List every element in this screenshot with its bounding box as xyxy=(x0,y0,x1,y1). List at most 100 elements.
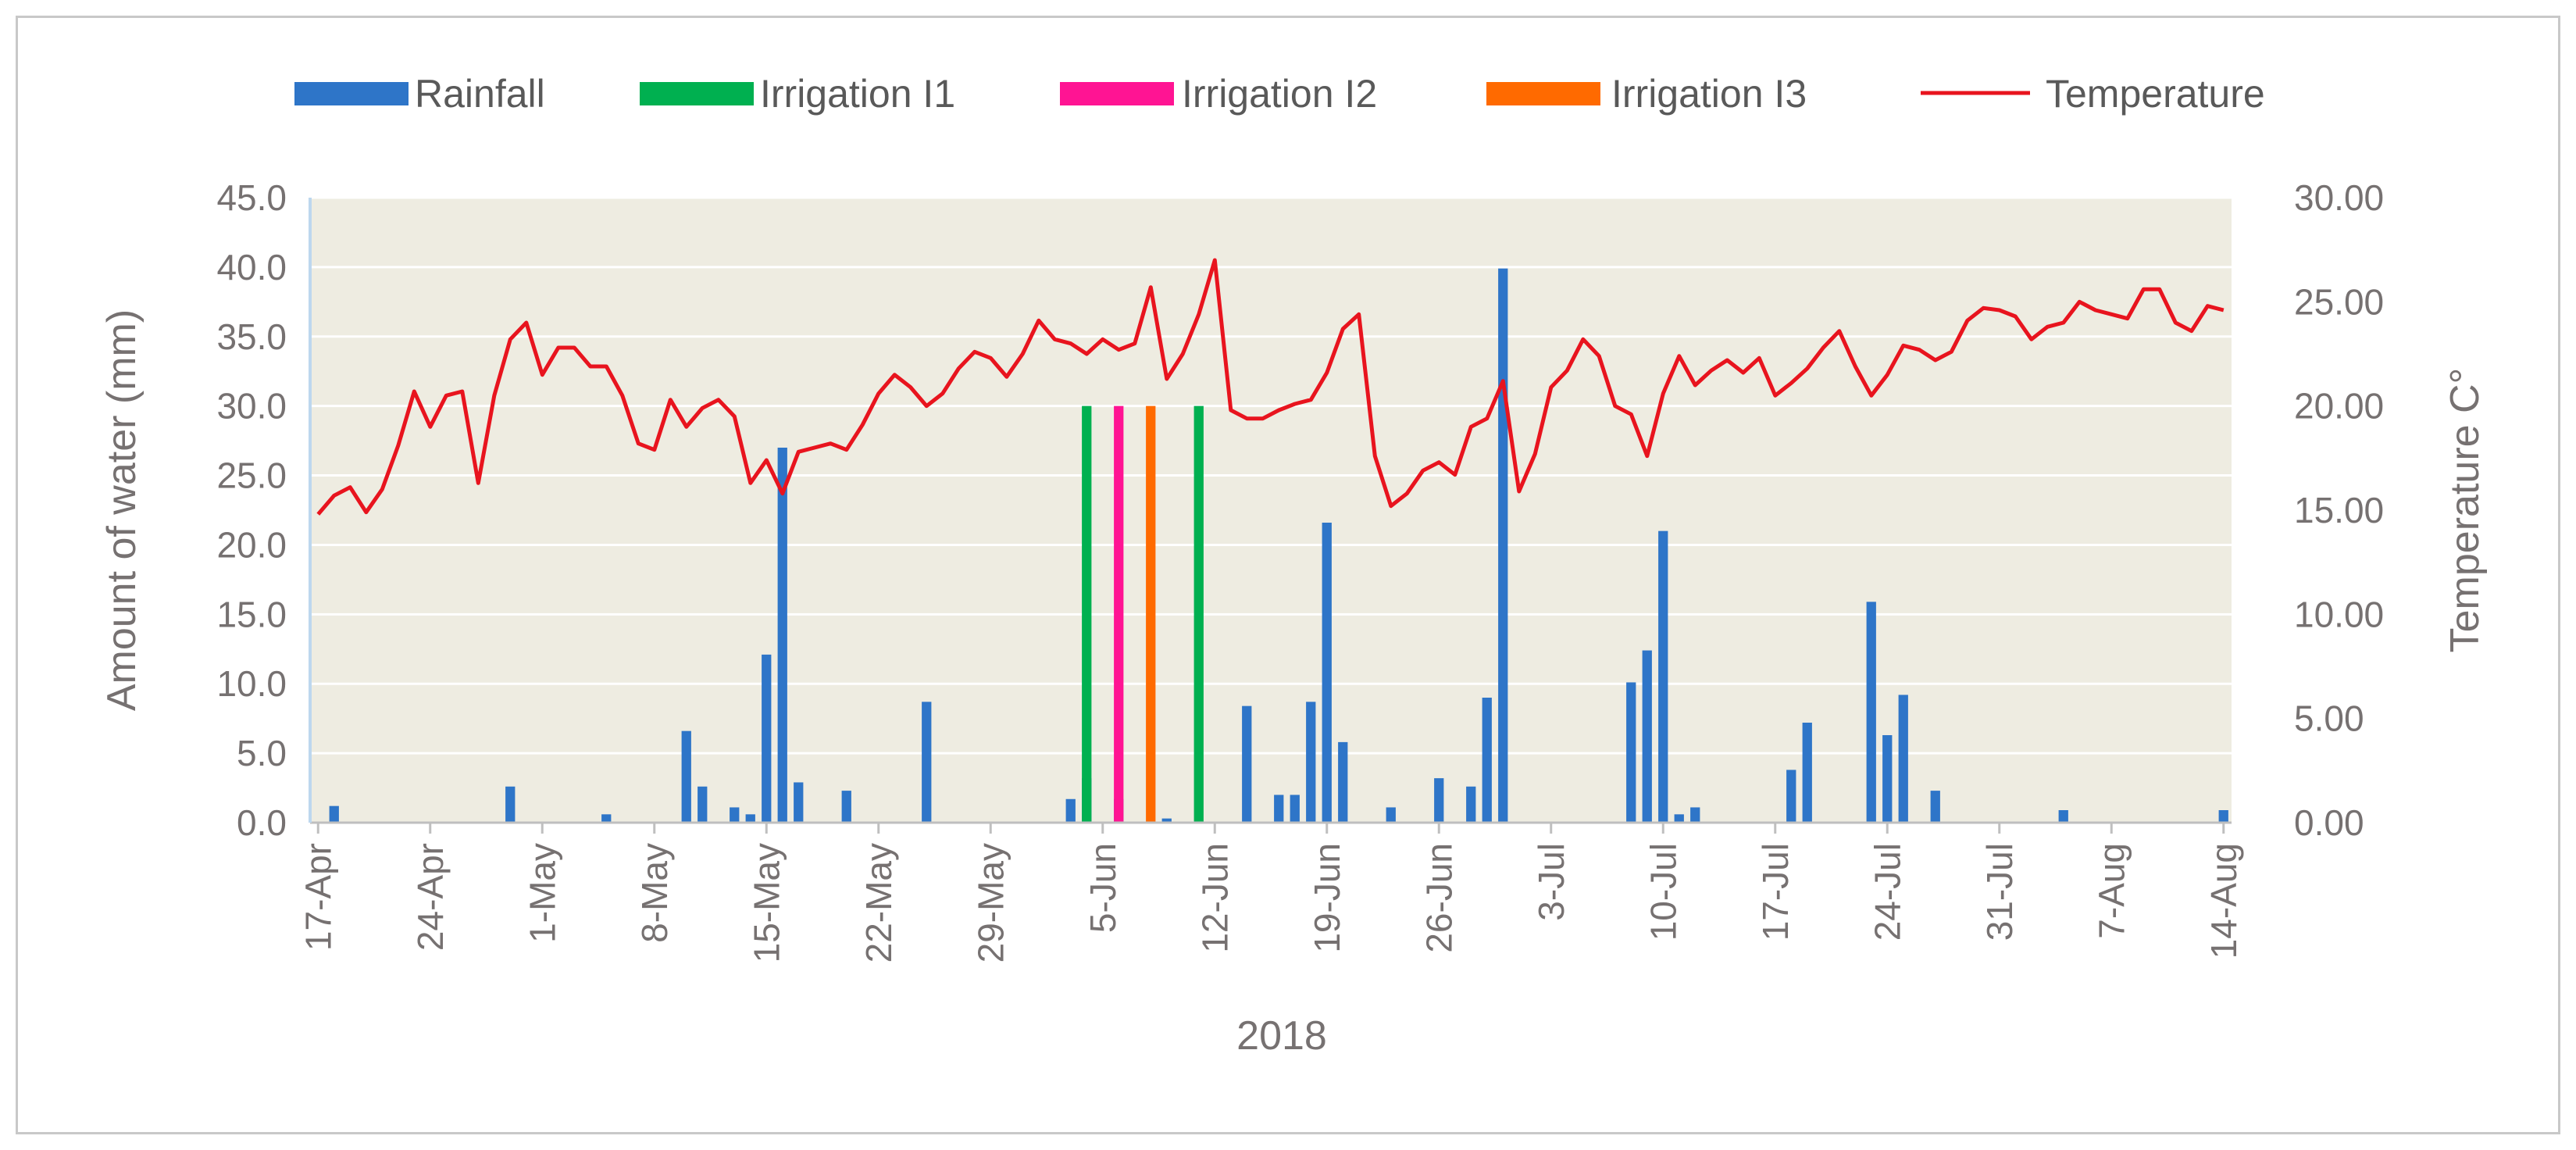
x-axis-title: 2018 xyxy=(1236,1013,1327,1059)
temperature-line xyxy=(316,258,2225,516)
irrigation-i1-legend-swatch xyxy=(640,82,754,105)
rainfall-bar xyxy=(329,805,339,823)
axes xyxy=(309,198,2232,824)
rainfall-bar xyxy=(2058,810,2068,823)
y2-tick-label: 20.00 xyxy=(2294,386,2384,427)
x-tick-label: 29-May xyxy=(970,843,1011,962)
y-tick-label: 30.0 xyxy=(216,386,287,427)
rainfall-bar xyxy=(1434,778,1444,823)
x-tick-label: 24-Apr xyxy=(410,843,451,951)
y-tick-label: 15.0 xyxy=(216,594,287,634)
y-tick-label: 20.0 xyxy=(216,524,287,565)
x-tick-label: 15-May xyxy=(746,843,787,962)
x-tick-label: 26-Jun xyxy=(1418,843,1459,953)
temperature-line-series xyxy=(316,258,2225,516)
y2-axis-title: Temperature C° xyxy=(2442,368,2488,653)
rainfall-bar xyxy=(1306,702,1316,823)
rainfall-bar xyxy=(681,730,691,823)
irrigation-i1-legend-label: Irrigation I1 xyxy=(760,72,955,116)
x-tick-label: 7-Aug xyxy=(2091,843,2132,939)
rainfall-bar xyxy=(1482,698,1492,823)
rainfall-bar xyxy=(1161,818,1172,823)
rainfall-bar xyxy=(1626,682,1636,823)
gridlines xyxy=(310,196,2232,755)
rainfall-bar xyxy=(1642,650,1652,823)
x-tick-label: 12-Jun xyxy=(1194,843,1235,953)
rainfall-bar xyxy=(841,791,851,823)
x-tick-label: 14-Aug xyxy=(2203,843,2244,959)
rainfall-bar xyxy=(1930,791,1940,823)
y-tick-label: 35.0 xyxy=(216,316,287,357)
x-axis-ticks: 17-Apr 24-Apr 1-May 8-May 15-May 22-May 29-May… xyxy=(298,823,2244,962)
chart-svg: 0.0 5.0 10.0 15.0 20.0 25.0 30.0 35.0 40.0 45.0 0… xyxy=(99,72,2488,1059)
x-tick-label: 22-May xyxy=(858,843,899,962)
y-tick-label: 10.0 xyxy=(216,663,287,704)
rainfall-legend-label: Rainfall xyxy=(415,72,545,116)
right-axis-ticks: 0.00 5.00 10.00 15.00 20.00 25.00 30.00 xyxy=(2294,177,2384,843)
temperature-legend-label: Temperature xyxy=(2046,72,2265,116)
x-tick-label: 1-May xyxy=(522,843,562,943)
x-tick-label: 17-Jul xyxy=(1755,843,1796,941)
irrigation-i1-bar xyxy=(1082,405,1092,823)
rainfall-bar xyxy=(698,786,708,823)
y2-tick-label: 25.00 xyxy=(2294,281,2384,322)
x-tick-label: 24-Jul xyxy=(1867,843,1907,941)
y2-tick-label: 5.00 xyxy=(2294,698,2364,739)
irrigation-i1-bar xyxy=(1193,405,1204,823)
rainfall-bar xyxy=(1065,798,1076,823)
x-tick-label: 17-Apr xyxy=(298,843,338,951)
y-tick-label: 5.0 xyxy=(237,733,287,773)
rainfall-bar xyxy=(1498,268,1508,823)
y2-tick-label: 15.00 xyxy=(2294,490,2384,530)
y-tick-label: 25.0 xyxy=(216,455,287,496)
rainfall-bar xyxy=(730,807,740,823)
rainfall-bar xyxy=(762,654,772,823)
rainfall-bar xyxy=(1866,602,1876,823)
rainfall-bar xyxy=(1674,814,1684,823)
x-tick-label: 5-Jun xyxy=(1083,843,1123,933)
rainfall-bar xyxy=(1802,723,1812,823)
rainfall-bar xyxy=(2218,810,2228,823)
rainfall-bar xyxy=(601,814,612,823)
y2-tick-label: 10.00 xyxy=(2294,594,2384,634)
irrigation-i3-legend-label: Irrigation I3 xyxy=(1611,72,1807,116)
x-tick-label: 31-Jul xyxy=(1979,843,2020,941)
irrigation-i2-legend-label: Irrigation I2 xyxy=(1182,72,1377,116)
rainfall-bar xyxy=(1882,735,1893,823)
rainfall-legend-swatch xyxy=(294,82,409,105)
y-tick-label: 0.0 xyxy=(237,802,287,843)
x-tick-label: 3-Jul xyxy=(1531,843,1572,921)
rainfall-bar xyxy=(505,786,516,823)
y2-tick-label: 0.00 xyxy=(2294,802,2364,843)
irrigation-i3-bar xyxy=(1146,405,1156,823)
irrigation-i3-legend-swatch xyxy=(1486,82,1600,105)
plot-area xyxy=(310,198,2232,823)
rainfall-bar xyxy=(1242,705,1252,823)
rainfall-bar xyxy=(1338,741,1348,823)
rainfall-bar xyxy=(777,448,787,823)
rainfall-bar xyxy=(745,814,755,823)
legend: Rainfall Irrigation I1 Irrigation I2 Irriga… xyxy=(294,72,2265,116)
chart-frame: 0.0 5.0 10.0 15.0 20.0 25.0 30.0 35.0 40.0 45.0 0… xyxy=(16,16,2560,1134)
rainfall-bar xyxy=(922,702,932,823)
x-tick-label: 10-Jul xyxy=(1643,843,1683,941)
rainfall-bar xyxy=(1290,795,1300,823)
y-axis-title: Amount of water (mm) xyxy=(99,309,144,711)
rainfall-bar xyxy=(794,782,804,823)
rainfall-bar xyxy=(1386,807,1396,823)
y-tick-label: 45.0 xyxy=(216,177,287,218)
rainfall-bar xyxy=(1322,523,1332,823)
x-tick-label: 19-Jun xyxy=(1307,843,1347,953)
rainfall-bar xyxy=(1274,795,1284,823)
rainfall-bar xyxy=(1658,530,1668,823)
y2-tick-label: 30.00 xyxy=(2294,177,2384,218)
irrigation-i2-legend-swatch xyxy=(1060,82,1174,105)
bar-series xyxy=(329,268,2228,823)
rainfall-bar xyxy=(1466,786,1476,823)
rainfall-bar xyxy=(1786,770,1796,823)
left-axis-ticks: 0.0 5.0 10.0 15.0 20.0 25.0 30.0 35.0 40.0 45.0 xyxy=(216,177,287,843)
rainfall-bar xyxy=(1898,695,1908,823)
rainfall-bar xyxy=(1690,807,1700,823)
x-tick-label: 8-May xyxy=(634,843,675,943)
irrigation-i2-bar xyxy=(1114,405,1124,823)
